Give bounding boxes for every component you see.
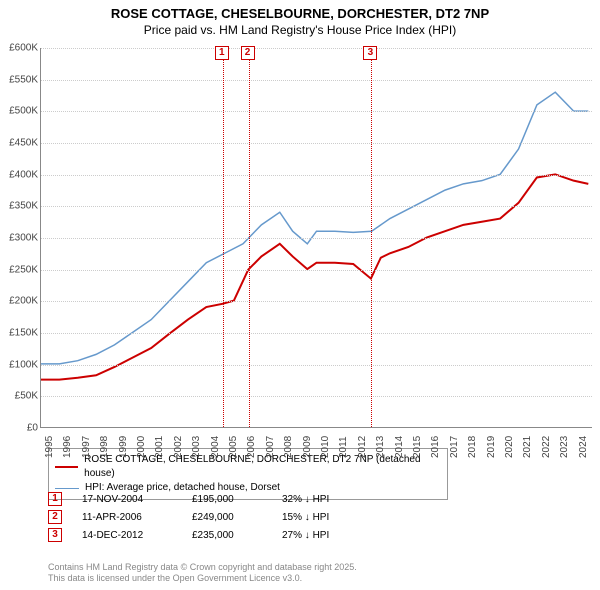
x-tick-label: 2017	[449, 436, 460, 458]
sales-price: £195,000	[192, 494, 262, 505]
y-tick-label: £600K	[2, 43, 38, 54]
y-tick-label: £250K	[2, 264, 38, 275]
x-tick-label: 2010	[320, 436, 331, 458]
sales-price: £235,000	[192, 530, 262, 541]
marker-box: 3	[363, 46, 377, 60]
x-tick-label: 2018	[467, 436, 478, 458]
sales-marker: 1	[48, 492, 62, 506]
x-tick-label: 2016	[430, 436, 441, 458]
y-gridline	[41, 270, 592, 271]
marker-box: 1	[215, 46, 229, 60]
sales-row: 1 17-NOV-2004 £195,000 32% ↓ HPI	[48, 490, 372, 508]
marker-line	[249, 48, 250, 427]
sales-price: £249,000	[192, 512, 262, 523]
marker-line	[223, 48, 224, 427]
sales-pct: 15% ↓ HPI	[282, 512, 372, 523]
x-tick-label: 2011	[338, 436, 349, 458]
x-tick-label: 2015	[412, 436, 423, 458]
x-tick-label: 2003	[191, 436, 202, 458]
y-tick-label: £200K	[2, 296, 38, 307]
sales-marker: 3	[48, 528, 62, 542]
y-tick-label: £500K	[2, 106, 38, 117]
legend-swatch	[55, 488, 79, 489]
x-tick-label: 1997	[81, 436, 92, 458]
x-tick-label: 1998	[99, 436, 110, 458]
y-tick-label: £450K	[2, 138, 38, 149]
x-tick-label: 2001	[154, 436, 165, 458]
x-tick-label: 2021	[522, 436, 533, 458]
y-tick-label: £150K	[2, 328, 38, 339]
x-tick-label: 2007	[265, 436, 276, 458]
x-tick-label: 2023	[559, 436, 570, 458]
y-tick-label: £0	[2, 423, 38, 434]
x-tick-label: 2014	[394, 436, 405, 458]
y-tick-label: £400K	[2, 169, 38, 180]
chart-title: ROSE COTTAGE, CHESELBOURNE, DORCHESTER, …	[0, 6, 600, 21]
x-tick-label: 2024	[578, 436, 589, 458]
footer-line: This data is licensed under the Open Gov…	[48, 573, 357, 584]
series-property	[41, 174, 588, 379]
title-block: ROSE COTTAGE, CHESELBOURNE, DORCHESTER, …	[0, 0, 600, 37]
x-tick-label: 2005	[228, 436, 239, 458]
y-gridline	[41, 143, 592, 144]
marker-box: 2	[241, 46, 255, 60]
y-gridline	[41, 175, 592, 176]
sales-date: 14-DEC-2012	[82, 530, 172, 541]
x-tick-label: 2020	[504, 436, 515, 458]
y-tick-label: £100K	[2, 359, 38, 370]
legend-swatch	[55, 466, 78, 468]
sales-pct: 27% ↓ HPI	[282, 530, 372, 541]
y-gridline	[41, 238, 592, 239]
y-gridline	[41, 396, 592, 397]
plot-area	[40, 48, 592, 428]
chart-container: ROSE COTTAGE, CHESELBOURNE, DORCHESTER, …	[0, 0, 600, 590]
x-tick-label: 2012	[357, 436, 368, 458]
sales-date: 17-NOV-2004	[82, 494, 172, 505]
x-tick-label: 2008	[283, 436, 294, 458]
sales-marker: 2	[48, 510, 62, 524]
y-gridline	[41, 333, 592, 334]
y-gridline	[41, 206, 592, 207]
y-tick-label: £550K	[2, 74, 38, 85]
x-tick-label: 1996	[62, 436, 73, 458]
x-tick-label: 2002	[173, 436, 184, 458]
sales-pct: 32% ↓ HPI	[282, 494, 372, 505]
x-tick-label: 1999	[118, 436, 129, 458]
y-gridline	[41, 301, 592, 302]
x-tick-label: 2000	[136, 436, 147, 458]
y-tick-label: £350K	[2, 201, 38, 212]
footer-attribution: Contains HM Land Registry data © Crown c…	[48, 562, 357, 584]
footer-line: Contains HM Land Registry data © Crown c…	[48, 562, 357, 573]
chart-subtitle: Price paid vs. HM Land Registry's House …	[0, 23, 600, 37]
series-hpi	[41, 92, 588, 364]
x-tick-label: 2013	[375, 436, 386, 458]
marker-line	[371, 48, 372, 427]
x-tick-label: 2006	[246, 436, 257, 458]
x-tick-label: 2004	[210, 436, 221, 458]
sales-date: 11-APR-2006	[82, 512, 172, 523]
x-tick-label: 2022	[541, 436, 552, 458]
sales-table: 1 17-NOV-2004 £195,000 32% ↓ HPI 2 11-APR-200…	[48, 490, 372, 544]
y-gridline	[41, 111, 592, 112]
y-gridline	[41, 48, 592, 49]
sales-row: 2 11-APR-2006 £249,000 15% ↓ HPI	[48, 508, 372, 526]
x-tick-label: 2019	[486, 436, 497, 458]
x-tick-label: 2009	[302, 436, 313, 458]
y-tick-label: £300K	[2, 233, 38, 244]
sales-row: 3 14-DEC-2012 £235,000 27% ↓ HPI	[48, 526, 372, 544]
y-gridline	[41, 80, 592, 81]
y-tick-label: £50K	[2, 391, 38, 402]
x-tick-label: 1995	[44, 436, 55, 458]
y-gridline	[41, 365, 592, 366]
